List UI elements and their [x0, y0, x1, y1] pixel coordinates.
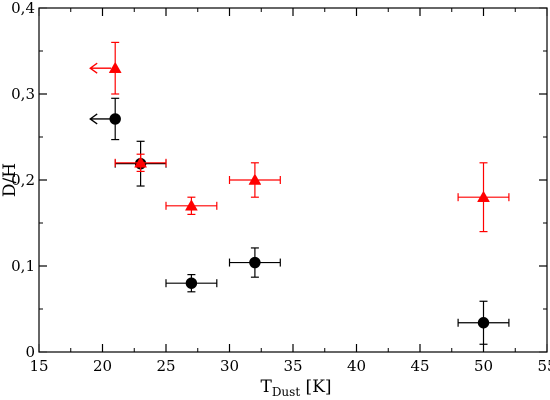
x-tick-label: 30	[220, 357, 239, 375]
x-axis-title: TDust [K]	[260, 377, 331, 399]
data-point-circle	[109, 113, 121, 125]
ticks-layer	[38, 7, 548, 353]
y-tick-label: 0,3	[11, 85, 35, 103]
y-tick-label: 0,2	[11, 171, 35, 189]
x-tick-label: 40	[347, 357, 366, 375]
data-point-triangle	[248, 173, 262, 185]
x-tick-label: 50	[474, 357, 493, 375]
data-point-triangle	[108, 61, 122, 73]
x-tick-label: 45	[410, 357, 429, 375]
y-tick-label: 0,1	[11, 257, 35, 275]
upper-limit-arrowhead	[89, 113, 98, 125]
y-axis-title: D/H	[0, 163, 20, 197]
x-tick-label: 55	[537, 357, 550, 375]
x-tick-label: 15	[29, 357, 48, 375]
y-tick-label: 0	[25, 343, 35, 361]
plot-frame	[38, 7, 548, 353]
marks-layer	[89, 41, 510, 345]
data-point-circle	[249, 256, 261, 269]
data-point-circle	[477, 317, 490, 329]
data-point-triangle	[184, 199, 198, 211]
data-point-triangle	[477, 190, 490, 202]
x-tick-label: 35	[283, 357, 302, 375]
y-tick-label: 0,4	[11, 0, 35, 17]
data-point-triangle	[134, 156, 148, 168]
data-point-circle	[185, 277, 198, 289]
x-tick-label: 25	[156, 357, 175, 375]
x-tick-label: 20	[93, 357, 112, 375]
upper-limit-arrowhead	[89, 62, 98, 74]
